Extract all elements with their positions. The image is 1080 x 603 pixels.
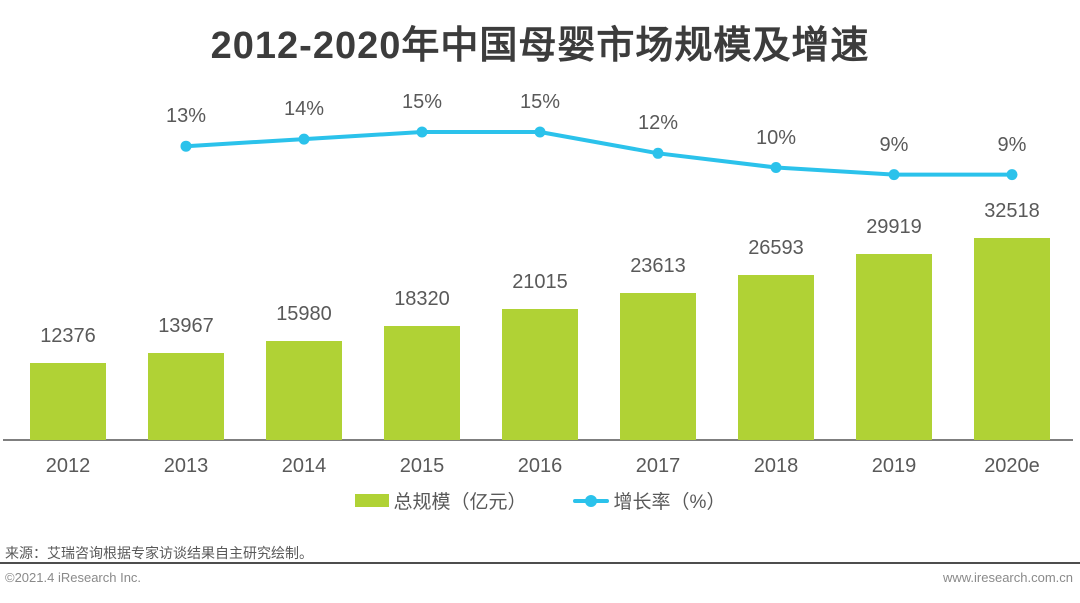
growth-point-2018 [770, 162, 782, 173]
growth-point-2015 [416, 126, 428, 138]
x-axis-label-2018: 2018 [753, 455, 799, 477]
growth-point-label-2019: 9% [879, 133, 909, 156]
growth-point-2013 [180, 140, 192, 152]
legend: 总规模（亿元） 增长率（%） [0, 487, 1080, 514]
source-note: 来源：艾瑞咨询根据专家访谈结果自主研究绘制。 [5, 545, 313, 561]
legend-item-growth-rate: 增长率（%） [572, 487, 726, 514]
growth-point-label-2014: 14% [283, 98, 325, 121]
legend-line-label: 增长率（%） [613, 492, 726, 513]
x-axis-label-2017: 2017 [635, 455, 681, 477]
bar-2013 [148, 353, 224, 440]
bar-2017 [620, 293, 696, 440]
footer-divider [0, 562, 1080, 564]
growth-point-label-2018: 10% [755, 126, 797, 149]
x-axis-label-2016: 2016 [517, 455, 563, 477]
bar-value-2017: 23613 [630, 255, 686, 277]
bar-2020e [974, 238, 1050, 440]
bar-value-2015: 18320 [394, 288, 450, 310]
website-url: www.iresearch.com.cn [942, 570, 1073, 585]
x-axis-label-2015: 2015 [399, 455, 445, 477]
x-axis-label-2019: 2019 [871, 455, 917, 477]
legend-item-total-scale: 总规模（亿元） [354, 487, 527, 514]
growth-point-2016 [534, 126, 546, 138]
bar-2018 [738, 275, 814, 440]
bar-value-2020e: 32518 [984, 200, 1040, 222]
growth-point-label-2016: 15% [519, 91, 561, 113]
copyright-text: ©2021.4 iResearch Inc. [5, 570, 142, 585]
growth-point-2017 [652, 147, 664, 159]
bar-2015 [384, 326, 460, 440]
growth-point-label-2015: 15% [401, 91, 443, 113]
bar-value-2019: 29919 [866, 216, 922, 238]
bar-2012 [30, 363, 106, 440]
bar-2019 [856, 254, 932, 440]
bar-value-2016: 21015 [512, 271, 568, 293]
bar-2016 [502, 309, 578, 440]
bar-value-2012: 12376 [40, 325, 96, 347]
legend-bar-label: 总规模（亿元） [393, 492, 527, 513]
growth-point-label-2013: 13% [165, 105, 207, 128]
growth-point-2019 [888, 169, 900, 181]
line-series-swatch-icon [572, 494, 609, 507]
bar-value-2018: 26593 [748, 237, 804, 259]
page-title: 2012-2020年中国母婴市场规模及增速 [210, 25, 870, 67]
plot-area: 12376 2012 13967 2013 15980 2014 18320 2015 2101… [3, 91, 1073, 477]
bar-series-swatch-icon [354, 494, 389, 507]
x-axis-label-2012: 2012 [45, 455, 91, 477]
x-axis-label-2014: 2014 [281, 455, 327, 477]
x-axis-label-2020e: 2020e [984, 455, 1040, 477]
x-axis-line [3, 439, 1073, 441]
growth-point-label-2020e: 9% [997, 133, 1027, 156]
growth-point-2020e [1006, 169, 1018, 181]
growth-point-2014 [298, 133, 310, 145]
x-axis-label-2013: 2013 [163, 455, 209, 477]
bar-value-2014: 15980 [276, 303, 332, 325]
bar-value-2013: 13967 [158, 315, 214, 337]
bar-2014 [266, 341, 342, 440]
growth-point-label-2017: 12% [637, 112, 679, 135]
